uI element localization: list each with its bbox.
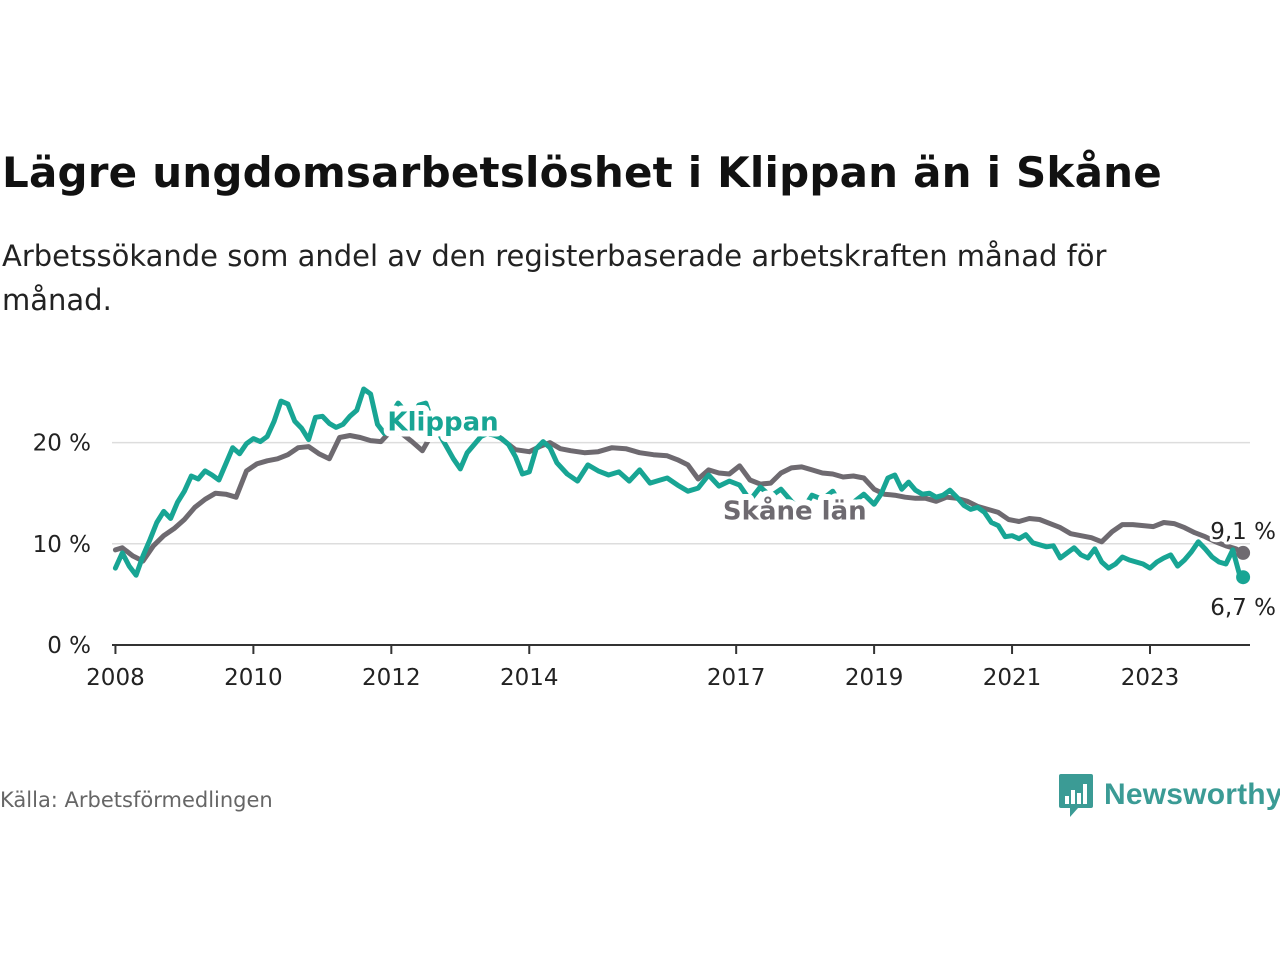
brand-name: Newsworthy xyxy=(1104,778,1280,811)
x-tick-label: 2008 xyxy=(86,665,145,691)
series-label-halo: Skåne län xyxy=(723,495,867,527)
newsworthy-logo: Newsworthy xyxy=(1058,772,1280,818)
x-tick-label: 2021 xyxy=(983,665,1042,691)
x-tick-label: 2023 xyxy=(1121,665,1180,691)
y-axis-tick-labels: 0 % 10 % 20 % xyxy=(33,431,91,659)
bar-chart-bubble-icon xyxy=(1059,774,1093,817)
end-value-halo: 6,7 % xyxy=(1210,595,1276,621)
end-value-halo: 9,1 % xyxy=(1210,519,1276,545)
end-point-skane xyxy=(1236,545,1251,560)
series-label-skane: Skåne län xyxy=(723,495,867,527)
x-axis-tick-labels: 2008 2010 2012 2014 2017 2019 2021 2023 xyxy=(86,665,1179,691)
end-point-klippan xyxy=(1236,570,1251,585)
series-lines xyxy=(112,386,1251,585)
chart-title: Lägre ungdomsarbetslöshet i Klippan än i… xyxy=(2,148,1162,197)
x-tick-label: 2019 xyxy=(845,665,904,691)
x-tick-label: 2017 xyxy=(707,665,766,691)
chart-subtitle: Arbetssökande som andel av den registerb… xyxy=(2,239,1107,317)
x-tick-label: 2012 xyxy=(362,665,421,691)
line-chart: 0 % 10 % 20 % 2008 2010 2012 2014 2017 2019 2021… xyxy=(32,386,1279,691)
source-note: Källa: Arbetsförmedlingen xyxy=(0,788,273,812)
y-tick-label: 0 % xyxy=(47,633,91,659)
x-tick-label: 2014 xyxy=(500,665,559,691)
series-line-skane xyxy=(112,421,1246,564)
series-label-halo: Klippan xyxy=(387,407,498,437)
series-label-klippan: Klippan xyxy=(387,407,498,437)
x-tick-label: 2010 xyxy=(224,665,283,691)
end-value-label-skane: 9,1 % xyxy=(1210,519,1276,545)
series-line-klippan xyxy=(112,386,1246,580)
end-value-label-klippan: 6,7 % xyxy=(1210,595,1276,621)
gridlines xyxy=(112,441,1250,654)
y-tick-label: 20 % xyxy=(33,431,91,457)
y-tick-label: 10 % xyxy=(33,532,91,558)
